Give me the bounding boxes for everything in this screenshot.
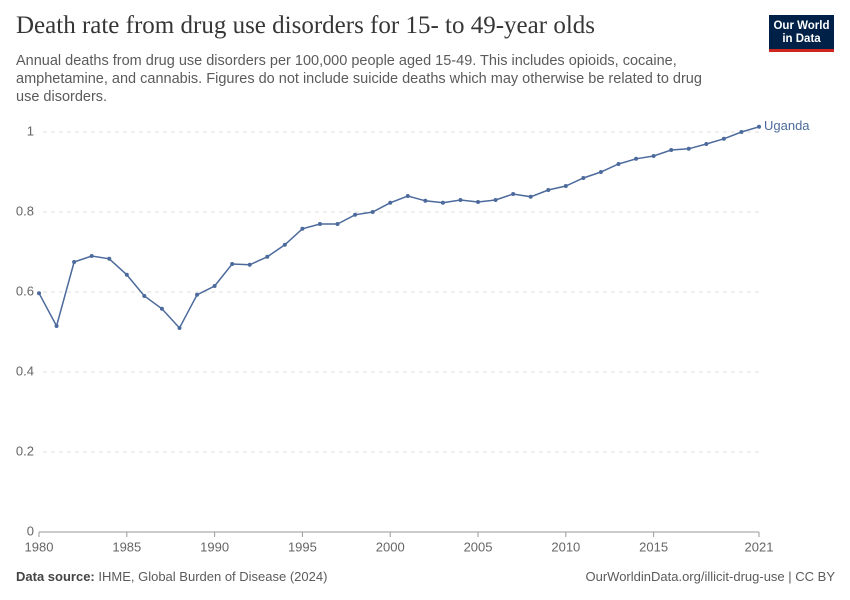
x-tick-label: 2021 xyxy=(745,539,774,554)
chart-subtitle: Annual deaths from drug use disorders pe… xyxy=(16,53,702,105)
data-point xyxy=(757,124,761,129)
data-point xyxy=(423,198,428,203)
data-point xyxy=(669,148,674,152)
x-tick-label: 2005 xyxy=(464,539,493,554)
x-tick-label: 1990 xyxy=(200,539,229,554)
data-point xyxy=(353,212,358,217)
logo[interactable]: Our World in Data xyxy=(769,15,834,52)
data-point xyxy=(124,272,129,277)
data-point xyxy=(247,262,252,267)
y-tick-label: 0.2 xyxy=(16,443,34,458)
data-point xyxy=(563,184,568,188)
data-point xyxy=(651,154,656,158)
logo-line: Our World xyxy=(773,20,830,32)
data-point xyxy=(528,194,533,199)
source: Data source: IHME, Global Burden of Dise… xyxy=(16,569,327,584)
data-point xyxy=(704,142,709,146)
data-point xyxy=(458,198,463,202)
data-point xyxy=(335,222,340,226)
data-point xyxy=(721,136,726,141)
footer-link[interactable]: OurWorldinData.org/illicit-drug-use | CC… xyxy=(585,569,836,584)
y-tick-label: 0.4 xyxy=(16,363,34,378)
data-point xyxy=(72,260,77,264)
x-tick-label: 2010 xyxy=(551,539,580,554)
data-point xyxy=(370,210,375,214)
data-point xyxy=(300,226,305,231)
x-tick-label: 2015 xyxy=(639,539,668,554)
data-point xyxy=(159,306,164,311)
x-tick-label: 2000 xyxy=(376,539,405,554)
source-label: Data source: xyxy=(16,569,95,584)
data-point xyxy=(598,170,603,174)
data-point xyxy=(142,294,147,298)
data-point xyxy=(37,291,41,296)
data-point xyxy=(212,284,217,288)
data-point xyxy=(230,262,235,266)
data-point xyxy=(195,292,200,297)
y-tick-label: 0.8 xyxy=(16,203,34,218)
y-tick-label: 0.6 xyxy=(16,283,34,298)
data-point xyxy=(282,242,287,247)
series-label: Uganda xyxy=(764,118,810,133)
data-point xyxy=(54,324,59,328)
y-tick-label: 0 xyxy=(27,523,34,538)
data-point xyxy=(686,146,691,151)
data-point xyxy=(317,222,322,226)
data-point xyxy=(511,192,516,196)
data-point xyxy=(440,200,445,205)
data-point xyxy=(546,188,551,192)
y-tick-label: 1 xyxy=(27,123,34,138)
source-text: IHME, Global Burden of Disease (2024) xyxy=(98,569,328,584)
data-point xyxy=(89,254,94,258)
x-tick-label: 1980 xyxy=(25,539,54,554)
data-point xyxy=(476,200,481,204)
data-point xyxy=(107,256,112,261)
logo-line: in Data xyxy=(782,33,821,45)
data-point xyxy=(739,130,744,134)
data-point xyxy=(634,156,639,161)
data-point xyxy=(405,194,410,198)
data-point xyxy=(388,200,393,205)
data-point xyxy=(493,198,498,202)
data-point xyxy=(581,176,586,180)
series-line xyxy=(38,126,760,330)
data-point xyxy=(265,254,270,259)
data-point xyxy=(177,326,182,330)
chart-title: Death rate from drug use disorders for 1… xyxy=(16,12,595,39)
data-point xyxy=(616,162,621,166)
x-tick-label: 1995 xyxy=(288,539,317,554)
x-tick-label: 1985 xyxy=(112,539,141,554)
